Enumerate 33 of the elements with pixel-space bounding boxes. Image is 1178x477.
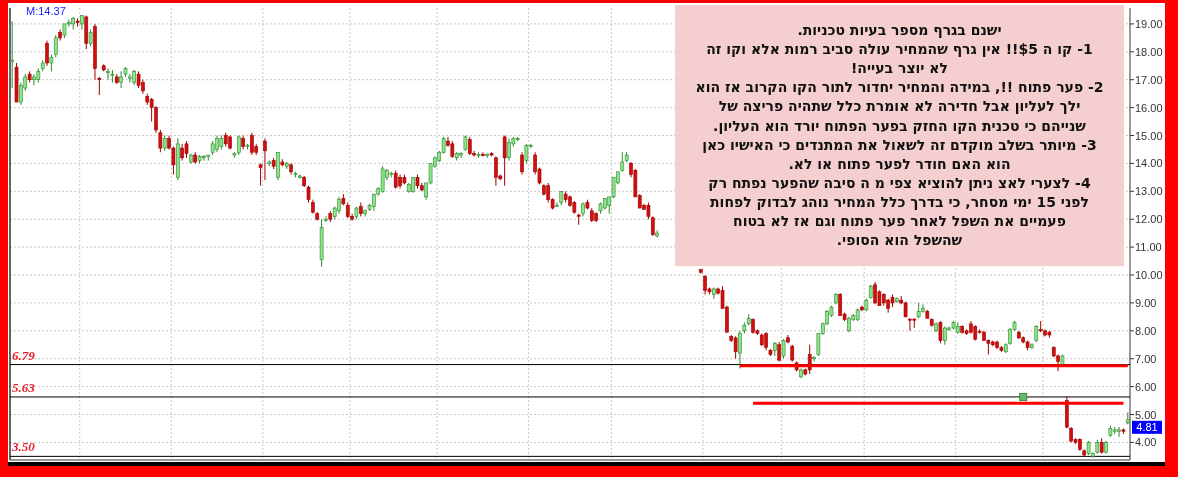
y-tick-label: 14.00 [1135,157,1163,170]
annotation: לא יוצר בעייה! [850,60,949,77]
text: 4.81 [1136,421,1158,434]
annotation: ילך לעליון אבל חדירה לא אומרת כלל שתהיה פריצה של [718,98,1081,115]
annotation: לפני 15 ימי מסחר, כי בדרך כלל המחיר נוהג לבדוק לפחות [710,193,1089,210]
ref-line-label: 5.63 [12,379,36,395]
y-tick-label: 5.00 [1135,408,1157,421]
annotation: פעמיים את השפל לאחר פער פתוח וגם אז לא בטוח [733,213,1066,229]
ref-line-label: 6.79 [12,347,36,363]
annotation: 4- לצערי לאצ ניתן להוציא צפי מ ה סיבה שהפער נפתח רק [708,174,1091,191]
y-tick-label: 11.00 [1135,241,1162,254]
y-tick-label: 8.00 [1135,324,1157,337]
y-tick-label: 9.00 [1135,296,1157,309]
annotation: ישנם בגרף מספר בעיות טכניות. [797,22,1002,38]
y-tick-label: 19.00 [1135,17,1163,30]
y-tick-label: 6.00 [1135,380,1157,393]
y-tick-label: 16.00 [1135,101,1163,114]
y-tick-label: 17.00 [1135,73,1163,86]
y-tick-label: 12.00 [1135,213,1163,226]
ref-line-label: 3.50 [11,439,36,455]
y-tick-label: 10.00 [1135,269,1163,282]
y-tick-label: 7.00 [1135,352,1157,365]
annotation: הוא האם חודר לפער פתוח או לא. [788,155,1011,172]
annotation: שהשפל הוא הסופי. [836,232,963,249]
annotation: 2- פער פתוח !!, במידה והמחיר יחדור לתור הקו הקרוב אז הוא [695,79,1104,96]
annotation: 1- קו ה $5!! אין גרף שהמחיר עולה סביב רמות אלא וקו זה [706,41,1093,58]
y-tick-label: 13.00 [1135,185,1163,198]
y-tick-label: 18.00 [1135,45,1163,58]
annotation: M:14.37 [26,5,66,17]
y-tick-label: 15.00 [1135,129,1163,142]
y-tick-label: 4.00 [1135,436,1157,449]
annotation: שנייהם כי טכנית הקו החזק בפער הפתוח יורד הוא העליון. [713,117,1087,134]
annotation: 3- מיותר בשלב מוקדם זה לשאול את המתנדים כי האישיו כאן [702,136,1097,153]
